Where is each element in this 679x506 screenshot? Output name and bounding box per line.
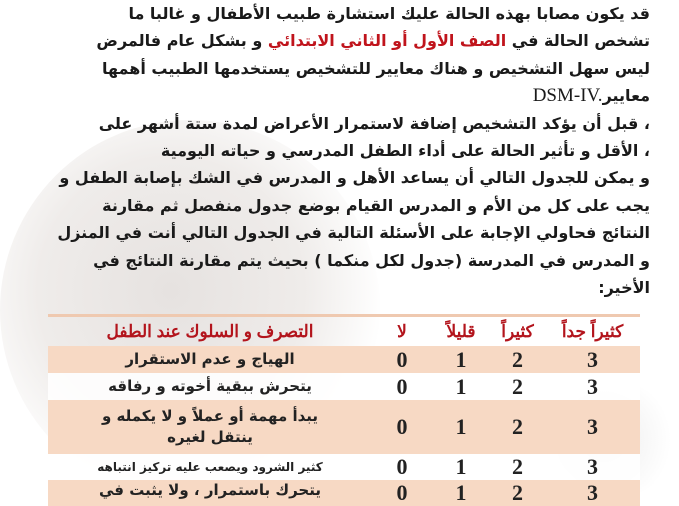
cell-rarely: 1: [432, 373, 490, 400]
table-row: 3 2 1 0 يبدأ مهمة أو عملاً و لا يكمله و …: [48, 400, 640, 454]
text-line: ، الأقل و تأثير الحالة على أداء الطفل ال…: [160, 140, 650, 160]
text-line: الأخير:: [598, 277, 650, 297]
header-behavior: التصرف و السلوك عند الطفل: [106, 322, 314, 341]
cell-rarely: 1: [432, 346, 490, 373]
cell-no: 0: [372, 400, 432, 454]
header-often: كثيراً: [501, 322, 534, 341]
cell-behavior: يبدأ مهمة أو عملاً و لا يكمله و ينتقل لغ…: [48, 400, 372, 454]
text-line: تشخص الحالة في الصف الأول أو الثاني الاب…: [40, 27, 650, 54]
cell-very-often: 3: [545, 400, 640, 454]
table-row: 3 2 1 0 يتحرش ببقية أخوته و رفاقه: [48, 373, 640, 400]
table-row: 3 2 1 0 يتحرك باستمرار ، ولا يثبت في: [48, 480, 640, 506]
cell-often: 2: [490, 373, 545, 400]
text-span: تشخص الحالة في: [506, 31, 650, 51]
text-line: يجب على كل من الأم و المدرس القيام بوضع …: [102, 195, 650, 215]
cell-very-often: 3: [545, 346, 640, 373]
highlighted-grade-text: الصف الأول أو الثاني الابتدائي: [267, 31, 507, 51]
cell-no: 0: [372, 373, 432, 400]
dsm-label: DSM-IV.: [532, 85, 603, 107]
text-line: و يمكن للجدول التالي أن يساعد الأهل و ال…: [59, 168, 650, 188]
cell-behavior: كثير الشرود ويصعب عليه تركيز انتباهه: [48, 454, 372, 480]
cell-rarely: 1: [432, 480, 490, 506]
cell-often: 2: [490, 400, 545, 454]
cell-behavior: يتحرش ببقية أخوته و رفاقه: [48, 373, 372, 400]
cell-behavior: الهياج و عدم الاستقرار: [48, 346, 372, 373]
table-header-row: كثيراً جداً كثيراً قليلاً لا التصرف و ال…: [48, 318, 640, 346]
cell-no: 0: [372, 454, 432, 480]
text-line: النتائج فحاولي الإجابة على الأسئلة التال…: [57, 223, 650, 243]
article-paragraph: قد يكون مصابا بهذه الحالة عليك استشارة ط…: [40, 0, 650, 301]
behavior-rating-table: كثيراً جداً كثيراً قليلاً لا التصرف و ال…: [48, 318, 640, 506]
text-line: قد يكون مصابا بهذه الحالة عليك استشارة ط…: [128, 4, 650, 23]
cell-very-often: 3: [545, 480, 640, 506]
table-row: 3 2 1 0 كثير الشرود ويصعب عليه تركيز انت…: [48, 454, 640, 480]
cell-very-often: 3: [545, 373, 640, 400]
cell-no: 0: [372, 480, 432, 506]
text-line: معاييرDSM-IV.: [40, 82, 650, 109]
header-rarely: قليلاً: [446, 322, 476, 341]
cell-often: 2: [490, 454, 545, 480]
cell-rarely: 1: [432, 400, 490, 454]
cell-very-often: 3: [545, 454, 640, 480]
text-line: ، قبل أن يؤكد التشخيص إضافة لاستمرار الأ…: [98, 113, 650, 133]
cell-no: 0: [372, 346, 432, 373]
cell-often: 2: [490, 346, 545, 373]
text-line: و المدرس في المدرسة (جدول لكل منكما ) بح…: [93, 250, 650, 270]
header-very-often: كثيراً جداً: [561, 322, 624, 341]
text-span: و بشكل عام فالمرض: [96, 31, 268, 51]
divider: [48, 314, 640, 317]
text-line: ليس سهل التشخيص و هناك معايير للتشخيص يس…: [101, 58, 650, 78]
header-no: لا: [397, 322, 407, 341]
cell-rarely: 1: [432, 454, 490, 480]
text-span: معايير: [602, 86, 650, 106]
table-row: 3 2 1 0 الهياج و عدم الاستقرار: [48, 346, 640, 373]
cell-often: 2: [490, 480, 545, 506]
cell-behavior: يتحرك باستمرار ، ولا يثبت في: [48, 480, 372, 506]
